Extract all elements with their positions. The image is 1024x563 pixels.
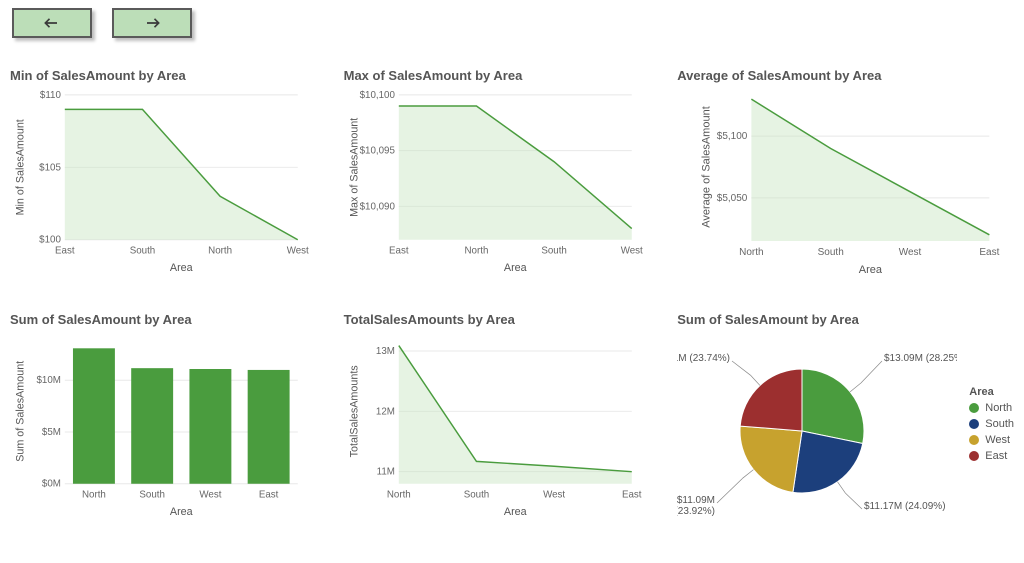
svg-text:West: West (543, 489, 565, 500)
chart-title: Min of SalesAmount by Area (10, 68, 304, 83)
svg-text:Area: Area (504, 262, 527, 274)
svg-text:South: South (130, 245, 156, 256)
legend-title: Area (969, 386, 1014, 398)
svg-text:Area: Area (170, 506, 193, 518)
svg-text:$0M: $0M (42, 479, 61, 490)
svg-text:East: East (259, 489, 279, 500)
pie-legend: Area North South West East (969, 386, 1014, 466)
nav-back-button[interactable] (12, 8, 92, 38)
chart-title: Sum of SalesAmount by Area (10, 312, 304, 327)
total-line-panel: TotalSalesAmounts by Area 11M 12M 13M North… (344, 312, 638, 548)
svg-text:North: North (386, 489, 410, 500)
legend-label: East (985, 450, 1007, 462)
svg-text:$105: $105 (39, 162, 61, 173)
legend-swatch (969, 403, 979, 413)
svg-text:Area: Area (170, 262, 193, 274)
svg-text:West: West (287, 245, 309, 256)
legend-swatch (969, 419, 979, 429)
legend-label: North (985, 402, 1012, 414)
svg-text:TotalSalesAmounts: TotalSalesAmounts (348, 365, 360, 457)
chart-title: Max of SalesAmount by Area (344, 68, 638, 83)
svg-text:North: North (208, 245, 232, 256)
avg-chart[interactable]: $5,050 $5,100 North South West East Area Averag… (677, 87, 1014, 277)
avg-chart-panel: Average of SalesAmount by Area $5,050$5,… (677, 68, 1014, 304)
svg-text:North: North (739, 247, 763, 258)
min-chart-panel: Min of SalesAmount by Area $100 $105 $110 E… (10, 68, 304, 304)
svg-text:West: West (899, 247, 922, 258)
sum-bar-chart[interactable]: $0M $5M $10M North South West East Area Sum of S… (10, 331, 304, 521)
nav-row (12, 8, 1014, 38)
svg-text:$10,100: $10,100 (359, 90, 395, 101)
legend-item[interactable]: West (969, 434, 1014, 446)
svg-text:South: South (818, 247, 844, 258)
svg-text:East: East (389, 245, 409, 256)
svg-text:Max of SalesAmount: Max of SalesAmount (348, 118, 360, 217)
legend-swatch (969, 435, 979, 445)
svg-text:South: South (463, 489, 489, 500)
total-line-chart[interactable]: 11M12M13MNorthSouthWestEastAreaTotalSale… (344, 331, 638, 521)
sum-bar-panel: Sum of SalesAmount by Area $0M $5M $10M Nor… (10, 312, 304, 548)
svg-text:North: North (82, 489, 106, 500)
svg-text:$5M: $5M (42, 427, 61, 438)
svg-text:Min of SalesAmount: Min of SalesAmount (15, 119, 27, 215)
svg-text:(23.92%): (23.92%) (677, 506, 715, 517)
legend-label: West (985, 434, 1010, 446)
svg-text:$5,050: $5,050 (717, 193, 748, 204)
dashboard-grid: Min of SalesAmount by Area $100 $105 $110 E… (10, 68, 1014, 548)
max-chart[interactable]: $10,090$10,095$10,100EastNorthSouthWestA… (344, 87, 638, 277)
max-chart-panel: Max of SalesAmount by Area $10,090 $10,09… (344, 68, 638, 304)
nav-forward-button[interactable] (112, 8, 192, 38)
svg-text:Area: Area (859, 264, 883, 276)
arrow-right-icon (142, 15, 162, 31)
min-chart[interactable]: $100$105$110EastSouthNorthWestAreaMin of… (10, 87, 304, 277)
svg-text:$10M: $10M (36, 375, 60, 386)
svg-text:13M: 13M (376, 346, 395, 357)
svg-text:East: East (622, 489, 642, 500)
svg-text:$11.17M (24.09%): $11.17M (24.09%) (864, 501, 946, 512)
svg-text:$11M (23.74%): $11M (23.74%) (677, 353, 730, 364)
chart-title: Sum of SalesAmount by Area (677, 312, 1014, 327)
legend-swatch (969, 451, 979, 461)
svg-text:North: North (464, 245, 488, 256)
svg-text:$10,095: $10,095 (359, 146, 395, 157)
legend-item[interactable]: North (969, 402, 1014, 414)
svg-text:$110: $110 (40, 90, 62, 101)
svg-text:$10,090: $10,090 (359, 201, 395, 212)
legend-item[interactable]: South (969, 418, 1014, 430)
svg-text:Average of SalesAmount: Average of SalesAmount (701, 106, 713, 227)
svg-text:West: West (620, 245, 642, 256)
svg-text:East: East (55, 245, 75, 256)
svg-text:Area: Area (504, 506, 527, 518)
legend-label: South (985, 418, 1014, 430)
svg-text:$100: $100 (39, 235, 61, 246)
svg-text:Sum of SalesAmount: Sum of SalesAmount (15, 361, 27, 462)
svg-text:$5,100: $5,100 (717, 131, 748, 142)
chart-title: TotalSalesAmounts by Area (344, 312, 638, 327)
svg-text:11M: 11M (376, 467, 394, 478)
svg-text:12M: 12M (376, 406, 395, 417)
legend-item[interactable]: East (969, 450, 1014, 462)
svg-text:West: West (199, 489, 221, 500)
svg-text:South: South (139, 489, 165, 500)
svg-text:East: East (980, 247, 1000, 258)
svg-text:$11.09M: $11.09M (677, 495, 715, 506)
svg-text:South: South (541, 245, 567, 256)
pie-chart[interactable]: $13.09M (28.25%) $11.17M (24.09%) $11.09M(… (677, 331, 1014, 521)
svg-text:$13.09M (28.25%): $13.09M (28.25%) (884, 353, 957, 364)
chart-title: Average of SalesAmount by Area (677, 68, 1014, 83)
pie-panel: Sum of SalesAmount by Area $13.09M (28.2… (677, 312, 1014, 548)
arrow-left-icon (42, 15, 62, 31)
